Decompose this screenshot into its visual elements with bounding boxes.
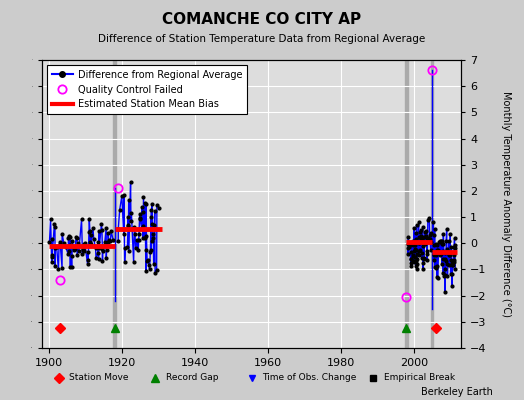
Text: Empirical Break: Empirical Break [384,374,455,382]
Legend: Difference from Regional Average, Quality Control Failed, Estimated Station Mean: Difference from Regional Average, Qualit… [47,65,247,114]
Text: Berkeley Earth: Berkeley Earth [421,387,493,397]
Text: Difference of Station Temperature Data from Regional Average: Difference of Station Temperature Data f… [99,34,425,44]
Bar [431,60,433,348]
Bar [405,60,408,348]
Bar [113,60,116,348]
Text: Station Move: Station Move [69,374,129,382]
Y-axis label: Monthly Temperature Anomaly Difference (°C): Monthly Temperature Anomaly Difference (… [500,91,510,317]
Text: COMANCHE CO CITY AP: COMANCHE CO CITY AP [162,12,362,27]
Text: Time of Obs. Change: Time of Obs. Change [262,374,356,382]
Text: Record Gap: Record Gap [166,374,218,382]
